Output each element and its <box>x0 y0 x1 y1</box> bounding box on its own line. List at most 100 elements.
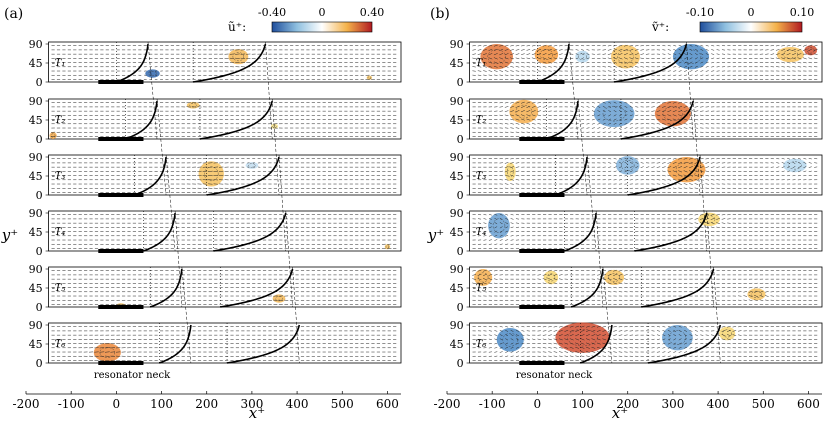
panel-a-row-1-contour-2 <box>228 49 249 65</box>
panel-a-row-3-vectors <box>51 158 397 193</box>
panel-b-row-5-contour-2 <box>543 270 559 285</box>
panel-a-row-3-profile-1 <box>134 156 167 196</box>
panel-b-row-6-vectors <box>472 325 818 362</box>
panel-a-row-2-frame <box>48 98 402 140</box>
panel-b-row-5-vectors <box>472 269 818 305</box>
panel-b-row-5-contour-4-line <box>751 290 762 298</box>
panel-b-row-2-profile-1 <box>546 100 579 140</box>
panel-a-colorbar-tick-max: 0.40 <box>360 6 385 19</box>
panel-b-row-1-profile-1 <box>537 43 570 83</box>
panel-b-row-3-profile-1 <box>555 156 588 196</box>
panel-a-x-label: x⁺ <box>249 404 265 422</box>
panel-b-annotation: resonator neck <box>516 370 593 381</box>
panel-a-row-1-phase-label: -T₁ <box>52 58 66 69</box>
panel-b-row-4-contour-1-line <box>492 218 506 233</box>
panel-a-row-2-ytick-label-0: 0 <box>36 133 43 146</box>
panel-a-row-2-contour-3-line <box>50 133 56 138</box>
panel-b-row-1-contour-3-line <box>578 53 587 61</box>
panel-a-row-1-ytick-label-45: 45 <box>29 57 43 70</box>
panel-a-row-1-contour-2-line <box>232 52 245 62</box>
panel-b-xtick-label-200: 200 <box>616 397 639 411</box>
panel-a-xtick-label-100: 100 <box>150 397 173 411</box>
panel-b-row-6-contour-1 <box>496 327 524 352</box>
panel-a-row-6-phase-label: -T₆ <box>52 339 66 350</box>
panel-a-x-axis: -200 -100 0 100 200 300 400 500 600 <box>13 391 401 411</box>
panel-a-row-6-ytick-label-0: 0 <box>36 357 43 370</box>
panel-b-row-5-phase-label: -T₅ <box>473 283 487 294</box>
panel-b-row-2-ytick-label-0: 0 <box>457 133 464 146</box>
panel-a-row-5-ytick-label-90: 90 <box>29 263 43 276</box>
panel-a-row-3-ytick-label-90: 90 <box>29 151 43 164</box>
panel-b-row-2-vectors <box>472 101 818 137</box>
panel-b-row-5-contour-1 <box>474 269 493 286</box>
panel-a-xtick-label-500: 500 <box>331 397 354 411</box>
panel-a-row-5-ytick-label-0: 0 <box>36 301 43 314</box>
panel-b-colorbar-tick-zero: 0 <box>748 6 755 19</box>
panel-b-row-6-contour-2-line <box>567 329 598 347</box>
panel-b-row-6-phase-label: -T₆ <box>473 339 487 350</box>
panel-b-row-6: 0 45 90 -T₆ <box>450 319 823 370</box>
panel-b-row-6-contour-3-line <box>668 330 687 345</box>
panel-a-row-3-ytick-label-0: 0 <box>36 189 43 202</box>
panel-a-colorbar-tick-min: -0.40 <box>258 6 286 19</box>
panel-a-row-2-profile-1 <box>125 100 158 140</box>
panel-b-xtick-label-600: 600 <box>797 397 820 411</box>
panel-b-row-1-vectors <box>472 44 818 80</box>
panel-b-row-5-profile-2 <box>641 268 715 308</box>
panel-a-row-6-vectors <box>51 326 397 361</box>
panel-b-row-1-ytick-label-90: 90 <box>450 38 464 51</box>
panel-b: (b) ṽ⁺: -0.10 0 0.10 0 45 90 -T₁ 0 45 90 -T₂ 0 45… <box>427 6 823 422</box>
panel-a-row-5-frame <box>48 266 402 308</box>
panel-b-row-3-phase-label: -T₃ <box>473 171 487 182</box>
panel-a-row-1-ytick-label-90: 90 <box>29 38 43 51</box>
panel-a-row-3-ytick-label-45: 45 <box>29 170 43 183</box>
panel-b-row-3-contour-2 <box>615 156 640 175</box>
panel-a-y-label: y⁺ <box>1 226 18 244</box>
panel-a-row-3-frame <box>48 154 402 196</box>
panel-b-row-2: 0 45 90 -T₂ <box>450 95 823 146</box>
panel-b-row-3-ytick-label-90: 90 <box>450 151 464 164</box>
panel-b-row-4-phase-label: -T₄ <box>473 227 487 238</box>
panel-a-xtick-label-400: 400 <box>286 397 309 411</box>
panel-b-colorbar-bar <box>699 21 803 33</box>
panel-b-row-6-contour-3 <box>662 325 693 351</box>
panel-a-row-1: 0 45 90 -T₁ <box>29 38 402 89</box>
panel-b-row-6-contour-4-line <box>722 329 732 338</box>
panel-b-row-1-profile-2 <box>614 43 688 83</box>
panel-b-row-4-ytick-label-90: 90 <box>450 207 464 220</box>
panel-b-row-1-ytick-label-45: 45 <box>450 57 464 70</box>
panel-a-colorbar-tick-zero: 0 <box>319 6 326 19</box>
panel-a-row-5: 0 45 90 -T₅ <box>29 263 402 314</box>
panel-a-row-1-contour-3 <box>366 75 373 80</box>
panel-b-xtick-label-100: 100 <box>571 397 594 411</box>
panel-a-row-5-profile-1 <box>149 268 183 308</box>
panel-b-row-5-contour-4 <box>747 288 766 301</box>
panel-a-row-3-phase-label: -T₃ <box>52 171 66 182</box>
panel-b-row-3-contour-1 <box>504 162 516 182</box>
panel-b-row-1-contour-5 <box>672 44 710 70</box>
panel-b-colorbar: ṽ⁺: -0.10 0 0.10 <box>651 6 814 34</box>
panel-a-row-3-contour-2-line <box>248 163 256 168</box>
panel-b-row-4-frame <box>469 210 823 252</box>
panel-a-row-2-contour-3 <box>49 132 57 139</box>
panel-a-row-5-contour-2-line <box>275 296 283 302</box>
panel-b-row-4-profile-1 <box>564 212 597 252</box>
panel-b-row-3-contour-4-line <box>788 161 802 170</box>
panel-a-row-1-contour-1-line <box>148 71 157 77</box>
panel-a-row-4: 0 45 90 -T₄ <box>29 207 402 258</box>
panel-b-row-3-ytick-label-0: 0 <box>457 189 464 202</box>
panel-b-xtick-label--200: -200 <box>434 397 461 411</box>
panel-a: (a) ũ⁺: -0.40 0 0.40 0 45 90 -T₁ 0 45 90 -T₂ 0 45… <box>1 6 402 422</box>
panel-a-row-4-phase-label: -T₄ <box>52 227 66 238</box>
panel-b-row-2-phase-label: -T₂ <box>473 115 487 126</box>
panel-b-row-6-contour-2 <box>555 322 610 353</box>
panel-b-row-6-profile-1 <box>580 324 613 364</box>
panel-a-row-2-vectors <box>50 102 397 137</box>
panel-b-row-1-contour-1-line <box>487 49 506 64</box>
panel-b-row-1-phase-label: -T₁ <box>473 58 487 69</box>
panel-b-row-5-ytick-label-90: 90 <box>450 263 464 276</box>
panel-a-row-2-ytick-label-45: 45 <box>29 114 43 127</box>
panel-b-colorbar-label: ṽ⁺: <box>651 20 669 34</box>
panel-a-row-4-profile-1 <box>143 212 176 252</box>
